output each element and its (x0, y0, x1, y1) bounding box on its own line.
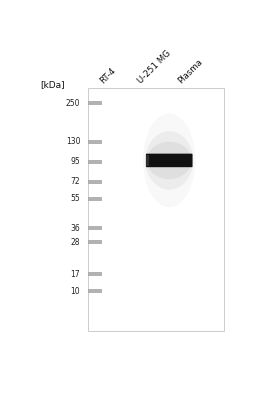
FancyBboxPatch shape (88, 160, 102, 164)
Text: 250: 250 (66, 99, 80, 108)
Text: 10: 10 (70, 287, 80, 296)
FancyBboxPatch shape (145, 154, 192, 167)
Text: RT-4: RT-4 (98, 66, 118, 85)
Text: 28: 28 (71, 238, 80, 246)
FancyBboxPatch shape (88, 240, 102, 244)
FancyBboxPatch shape (88, 140, 102, 144)
Ellipse shape (142, 114, 195, 207)
Text: Plasma: Plasma (175, 57, 203, 85)
Text: 55: 55 (70, 194, 80, 204)
Text: 17: 17 (70, 270, 80, 279)
FancyBboxPatch shape (88, 197, 102, 201)
FancyBboxPatch shape (88, 180, 102, 184)
Text: 95: 95 (70, 158, 80, 166)
Text: 130: 130 (66, 138, 80, 146)
FancyBboxPatch shape (88, 88, 223, 331)
FancyBboxPatch shape (88, 102, 102, 106)
Text: 36: 36 (70, 224, 80, 233)
Text: [kDa]: [kDa] (40, 80, 64, 89)
FancyBboxPatch shape (88, 289, 102, 293)
FancyBboxPatch shape (88, 272, 102, 276)
Text: 72: 72 (70, 178, 80, 186)
FancyBboxPatch shape (146, 154, 149, 166)
Ellipse shape (146, 142, 191, 179)
Ellipse shape (145, 131, 192, 190)
FancyBboxPatch shape (88, 226, 102, 230)
Text: U-251 MG: U-251 MG (136, 48, 172, 85)
